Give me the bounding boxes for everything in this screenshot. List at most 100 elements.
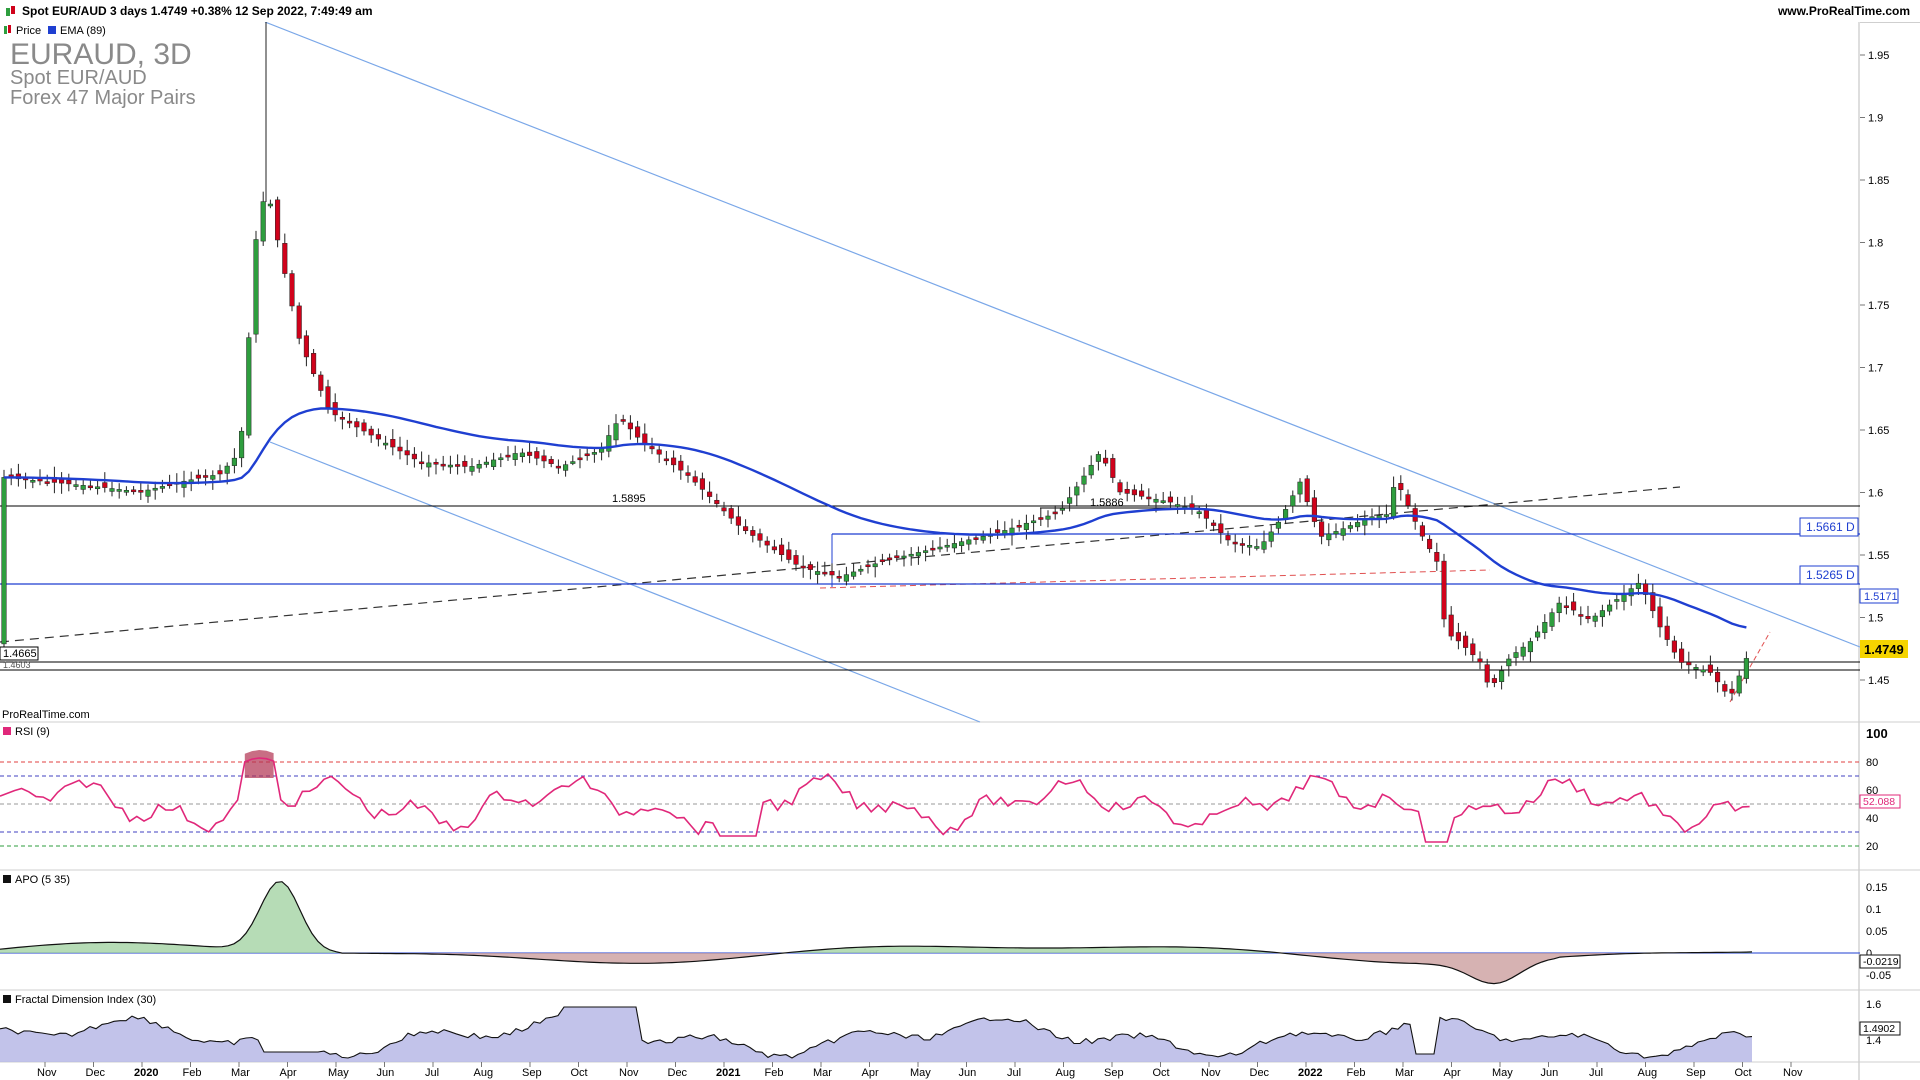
- candle-bull: [1549, 612, 1555, 627]
- chart-area[interactable]: EURAUD, 3D Spot EUR/AUD Forex 47 Major P…: [0, 22, 1920, 1080]
- candle-bear: [282, 243, 288, 274]
- rsi-axis: 100 80 60 40 20: [1866, 726, 1888, 853]
- time-tick-label: Apr: [862, 1067, 879, 1079]
- legend-price[interactable]: Price: [4, 25, 41, 37]
- time-tick-label: Mar: [1395, 1067, 1414, 1079]
- candle-bear: [1016, 525, 1022, 528]
- candle-bear: [887, 557, 893, 561]
- time-tick-label: Nov: [1201, 1067, 1221, 1079]
- time-axis[interactable]: Nov Dec 2020 Feb Mar Apr May Jun Jul Aug Sep Oct Nov…: [37, 1062, 1803, 1079]
- last-price: 1.4749: [1864, 642, 1904, 657]
- rsi-tick-label: 40: [1866, 813, 1878, 825]
- site-link[interactable]: www.ProRealTime.com: [1777, 4, 1910, 18]
- dashed-trendline: [0, 486, 1681, 643]
- candle-bear: [1578, 614, 1584, 617]
- candle-bear: [1319, 521, 1325, 537]
- candle-bull: [239, 430, 245, 459]
- candle-bull: [1743, 658, 1749, 679]
- time-tick-label: Oct: [1153, 1067, 1170, 1079]
- svg-text:RSI (9): RSI (9): [15, 726, 50, 738]
- candle-bull: [1499, 670, 1505, 682]
- candle-bull: [1, 477, 7, 645]
- candle-bear: [548, 459, 554, 464]
- candle-bear: [66, 479, 72, 485]
- candle-bear: [735, 516, 741, 526]
- candle-bull: [109, 488, 115, 492]
- candle-bull: [908, 553, 914, 557]
- fdi-legend[interactable]: Fractal Dimension Index (30): [3, 994, 156, 1006]
- candle-bull: [469, 466, 475, 472]
- candle-bull: [563, 464, 569, 471]
- time-tick-label: Jun: [377, 1067, 395, 1079]
- candle-bear: [584, 453, 590, 457]
- candle-bull: [1031, 520, 1037, 524]
- price-tick-label: 1.95: [1868, 50, 1889, 62]
- apo-value-tag: [1859, 954, 1901, 969]
- candle-bull: [73, 484, 79, 487]
- candle-bear: [1110, 458, 1116, 478]
- apo-legend[interactable]: APO (5 35): [3, 874, 70, 886]
- candle-bear: [764, 540, 770, 546]
- level-box-1.5661[interactable]: [1799, 517, 1859, 537]
- candle-bear: [750, 530, 756, 536]
- time-tick-label: Nov: [619, 1067, 639, 1079]
- candle-bull: [152, 487, 158, 491]
- candle-bear: [44, 481, 50, 484]
- candle-bull: [1045, 515, 1051, 520]
- candle-bear: [1117, 482, 1123, 493]
- candle-bear: [620, 419, 626, 422]
- candle-bull: [1023, 522, 1029, 530]
- ema-89-line: [4, 407, 1747, 629]
- candle-bear: [779, 544, 785, 555]
- apo-tick-label: 0.1: [1866, 904, 1881, 916]
- candle-bear: [555, 465, 561, 469]
- candle-bull: [1333, 531, 1339, 535]
- price-tick-label: 1.75: [1868, 300, 1889, 312]
- candle-bear: [728, 508, 734, 519]
- candle-bear: [1463, 635, 1469, 648]
- candle-bull: [210, 475, 216, 480]
- candle-bear: [1722, 684, 1728, 692]
- candle-bear: [1484, 664, 1490, 683]
- candle-bull: [613, 423, 619, 441]
- time-tick-label: May: [910, 1067, 931, 1079]
- candle-bull: [498, 457, 504, 461]
- candle-bull: [1196, 511, 1202, 514]
- candle-bull: [591, 452, 597, 455]
- candle-bull: [937, 546, 943, 550]
- price-tick-label: 1.85: [1868, 175, 1889, 187]
- time-tick-label: Mar: [231, 1067, 250, 1079]
- legend-ema[interactable]: EMA (89): [48, 25, 106, 37]
- level-text-1.5661: 1.5661 D: [1806, 520, 1855, 534]
- candle-bear: [138, 490, 144, 493]
- candle-bear: [721, 507, 727, 512]
- time-tick-label: May: [328, 1067, 349, 1079]
- apo-positive-fill: [0, 881, 1752, 953]
- candle-bull: [1268, 531, 1274, 542]
- candle-bear: [1571, 601, 1577, 611]
- watermark-sub1: Spot EUR/AUD: [10, 67, 147, 89]
- time-tick-label: Jul: [1007, 1067, 1021, 1079]
- candle-bear: [671, 457, 677, 466]
- time-tick-label: Mar: [813, 1067, 832, 1079]
- candle-bull: [944, 544, 950, 548]
- price-axis[interactable]: 1.95 1.9 1.85 1.8 1.75 1.7 1.65 1.6 1.55 1.5 1.45: [1860, 50, 1889, 687]
- candle-bull: [1736, 675, 1742, 694]
- time-tick-label: Sep: [1104, 1067, 1124, 1079]
- level-text-1.5265: 1.5265 D: [1806, 568, 1855, 582]
- candle-bear: [303, 335, 309, 358]
- candle-bear: [642, 433, 648, 444]
- rsi-legend[interactable]: RSI (9): [3, 726, 50, 738]
- level-box-1.5265[interactable]: [1799, 565, 1859, 585]
- rsi-tick-label: 100: [1866, 726, 1888, 741]
- candle-bear: [635, 426, 641, 438]
- price-tick-label: 1.65: [1868, 425, 1889, 437]
- label-1.5895: 1.5895: [612, 493, 646, 505]
- candle-bear: [1211, 522, 1217, 526]
- candle-bull: [483, 461, 489, 465]
- candle-bear: [397, 446, 403, 452]
- candle-bear: [1167, 496, 1173, 503]
- candle-bull: [815, 571, 821, 575]
- candle-bear: [714, 499, 720, 505]
- title-bar: Spot EUR/AUD 3 days 1.4749 +0.38% 12 Sep…: [0, 0, 1920, 23]
